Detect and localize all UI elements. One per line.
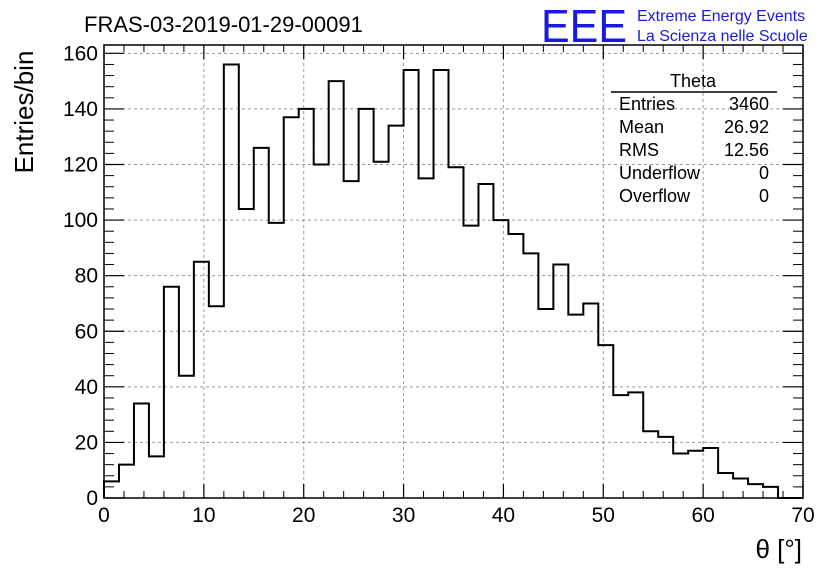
y-tick-label: 80	[75, 265, 98, 288]
y-tick-label: 40	[75, 376, 98, 399]
y-tick-label: 0	[86, 487, 98, 510]
stats-box: Theta Entries 3460 Mean 26.92 RMS 12.56 …	[611, 71, 777, 206]
x-tick-label: 30	[392, 504, 415, 527]
stats-label-mean: Mean	[619, 117, 664, 137]
chart-title: FRAS-03-2019-01-29-00091	[84, 12, 363, 37]
y-tick-label: 140	[63, 98, 98, 121]
x-tick-label: 70	[791, 504, 814, 527]
stats-label-entries: Entries	[619, 94, 675, 114]
histogram-outline	[103, 63, 803, 499]
x-tick-label: 0	[98, 504, 110, 527]
stats-box-title: Theta	[670, 71, 717, 91]
grid-lines	[104, 45, 803, 498]
x-tick-label: 60	[691, 504, 714, 527]
y-axis-title: Entries/bin	[9, 51, 39, 174]
stats-value-entries: 3460	[729, 94, 769, 114]
x-tick-label: 40	[492, 504, 515, 527]
x-tick-label: 50	[592, 504, 615, 527]
stats-label-overflow: Overflow	[619, 186, 691, 206]
stats-value-mean: 26.92	[724, 117, 769, 137]
x-tick-label: 20	[292, 504, 315, 527]
eee-logo-line1: Extreme Energy Events	[637, 8, 805, 25]
stats-value-overflow: 0	[759, 186, 769, 206]
eee-logo-mark: EEE	[541, 0, 627, 52]
y-tick-labels: 0 20 40 60 80 100 120 140 160	[63, 42, 98, 510]
stats-label-rms: RMS	[619, 140, 659, 160]
stats-value-underflow: 0	[759, 163, 769, 183]
y-tick-label: 60	[75, 320, 98, 343]
stats-value-rms: 12.56	[724, 140, 769, 160]
x-axis-title: θ [°]	[755, 534, 802, 564]
x-tick-labels: 0 10 20 30 40 50 60 70	[98, 504, 815, 527]
y-tick-label: 20	[75, 431, 98, 454]
y-tick-label: 100	[63, 209, 98, 232]
plot-frame	[103, 44, 804, 499]
eee-logo-line2: La Scienza nelle Scuole	[637, 28, 808, 45]
y-tick-label: 120	[63, 154, 98, 177]
y-tick-label: 160	[63, 42, 98, 65]
x-tick-label: 10	[192, 504, 215, 527]
stats-label-underflow: Underflow	[619, 163, 701, 183]
